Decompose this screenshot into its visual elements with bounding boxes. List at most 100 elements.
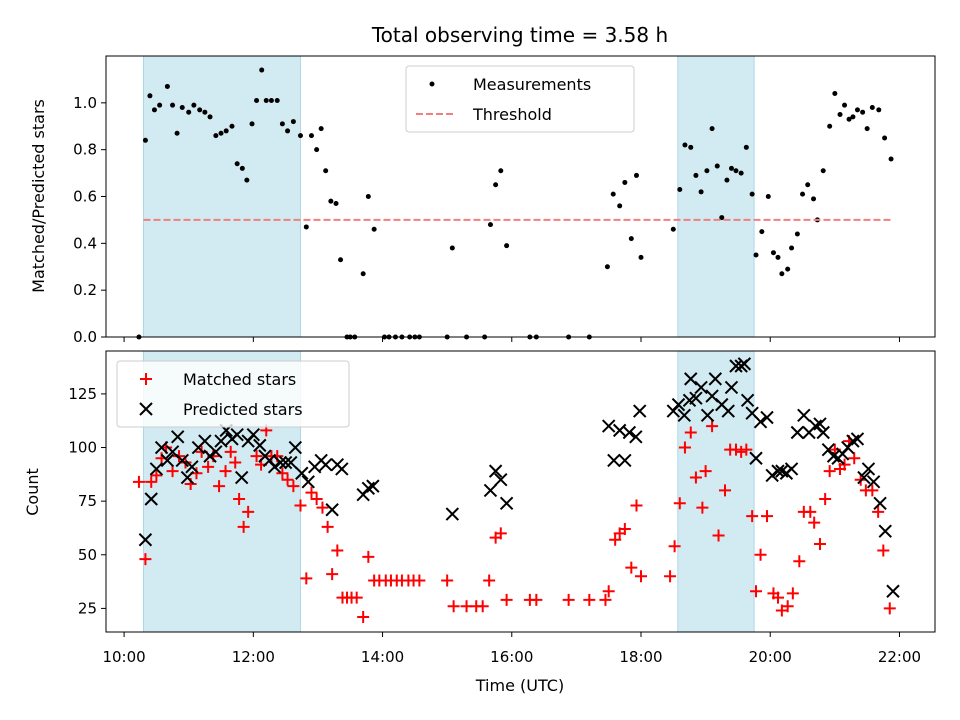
- measurements-point: [186, 109, 192, 115]
- measurements-point: [147, 93, 153, 99]
- bottom-y-tick-label: 25: [78, 599, 97, 617]
- matched-stars-point: [630, 499, 643, 512]
- matched-stars-point: [300, 572, 313, 585]
- measurements-point: [759, 229, 765, 235]
- predicted-stars-point: [677, 408, 692, 423]
- matched-stars-point: [729, 443, 742, 456]
- measurements-point: [882, 135, 888, 141]
- predicted-stars-point: [816, 425, 830, 440]
- matched-stars-point: [139, 553, 152, 566]
- measurements-point: [775, 254, 781, 260]
- matched-stars-point: [476, 600, 489, 613]
- matched-stars-point: [362, 550, 375, 563]
- top-shaded-interval-1: [142, 55, 301, 338]
- predicted-stars-point: [171, 430, 185, 444]
- matched-stars-point: [331, 544, 344, 557]
- predicted-stars-point: [765, 468, 779, 483]
- measurements-point: [724, 177, 730, 183]
- predicted-stars-point: [629, 430, 643, 444]
- measurements-point: [170, 102, 176, 108]
- matched-stars-point: [281, 473, 294, 486]
- legend-threshold-label: Threshold: [472, 105, 552, 124]
- measurements-point: [333, 201, 339, 207]
- predicted-stars-point: [850, 432, 865, 446]
- measurements-point: [234, 161, 240, 167]
- predicted-stars-point: [335, 462, 349, 476]
- measurements-point: [753, 252, 759, 258]
- measurements-point: [610, 191, 616, 197]
- predicted-stars-point: [813, 417, 827, 431]
- measurements-point: [493, 182, 499, 188]
- matched-stars-point: [530, 593, 543, 606]
- measurements-point: [728, 165, 734, 171]
- predicted-stars-point: [760, 410, 774, 425]
- predicted-stars-point: [488, 464, 503, 478]
- measurements-point: [638, 254, 644, 260]
- measurements-point: [688, 144, 694, 150]
- measurements-point: [682, 142, 688, 148]
- matched-stars-point: [310, 493, 323, 506]
- matched-stars-point: [808, 516, 821, 529]
- bottom-y-tick-label: 125: [68, 385, 97, 403]
- measurements-point: [151, 107, 157, 113]
- matched-stars-point: [793, 555, 806, 568]
- measurements-point: [259, 67, 265, 73]
- measurements-point: [765, 194, 771, 199]
- top-legend: Measurements Threshold: [405, 65, 635, 133]
- measurements-point: [285, 128, 291, 134]
- measurements-point: [191, 102, 197, 108]
- matched-stars-point: [664, 570, 677, 583]
- predicted-stars-point: [790, 425, 805, 440]
- predicted-stars-point: [483, 483, 498, 498]
- legend-matched-label: Matched stars: [183, 370, 296, 389]
- matched-stars-point: [740, 443, 753, 456]
- measurements-point: [274, 97, 280, 103]
- measurements-point: [338, 257, 344, 263]
- bottom-legend: Matched stars Predicted stars: [116, 360, 350, 428]
- measurements-point: [371, 226, 377, 232]
- matched-stars-point: [719, 484, 732, 497]
- measurements-point: [197, 107, 203, 113]
- predicted-stars-point: [622, 425, 637, 440]
- measurements-point: [290, 119, 296, 125]
- predicted-stars-point: [708, 372, 723, 386]
- predicted-stars-point: [149, 462, 164, 476]
- matched-stars-point: [483, 574, 496, 587]
- legend-measurements-marker: [429, 81, 435, 87]
- measurements-point: [314, 147, 320, 153]
- bottom-shaded-interval-2: [677, 350, 755, 633]
- measurements-point: [249, 121, 255, 127]
- matched-stars-point: [877, 544, 890, 557]
- top-y-tick-label: 0.6: [73, 188, 97, 206]
- predicted-stars-point: [618, 453, 632, 468]
- matched-stars-point: [689, 471, 702, 484]
- matched-stars-point: [494, 527, 507, 540]
- predicted-stars-point: [671, 397, 686, 412]
- predicted-stars-point: [633, 404, 647, 418]
- top-y-axis-label: Matched/Predicted stars: [29, 99, 48, 293]
- matched-stars-point: [413, 574, 426, 587]
- matched-stars-point: [696, 501, 709, 514]
- measurements-point: [229, 123, 235, 129]
- measurements-point: [800, 191, 806, 197]
- measurements-point: [207, 114, 213, 120]
- predicted-stars-point: [694, 380, 708, 395]
- predicted-stars-point: [771, 464, 785, 478]
- matched-stars-point: [602, 585, 615, 598]
- measurements-point: [213, 133, 219, 139]
- predicted-stars-point: [724, 380, 739, 395]
- predicted-stars-point: [185, 460, 199, 474]
- predicted-stars-point: [295, 466, 309, 480]
- matched-stars-point: [316, 501, 329, 514]
- measurements-point: [628, 236, 634, 242]
- chart-title: Total observing time = 3.58 h: [371, 23, 668, 47]
- x-tick-label: 18:00: [619, 648, 662, 666]
- measurements-point: [633, 172, 639, 178]
- measurements-point: [704, 168, 710, 174]
- matched-stars-point: [441, 574, 454, 587]
- top-y-tick-label: 0.8: [73, 141, 97, 159]
- predicted-stars-point: [246, 427, 261, 442]
- matched-stars-point: [678, 441, 691, 454]
- matched-stars-point: [625, 561, 638, 574]
- predicted-stars-point: [325, 503, 339, 517]
